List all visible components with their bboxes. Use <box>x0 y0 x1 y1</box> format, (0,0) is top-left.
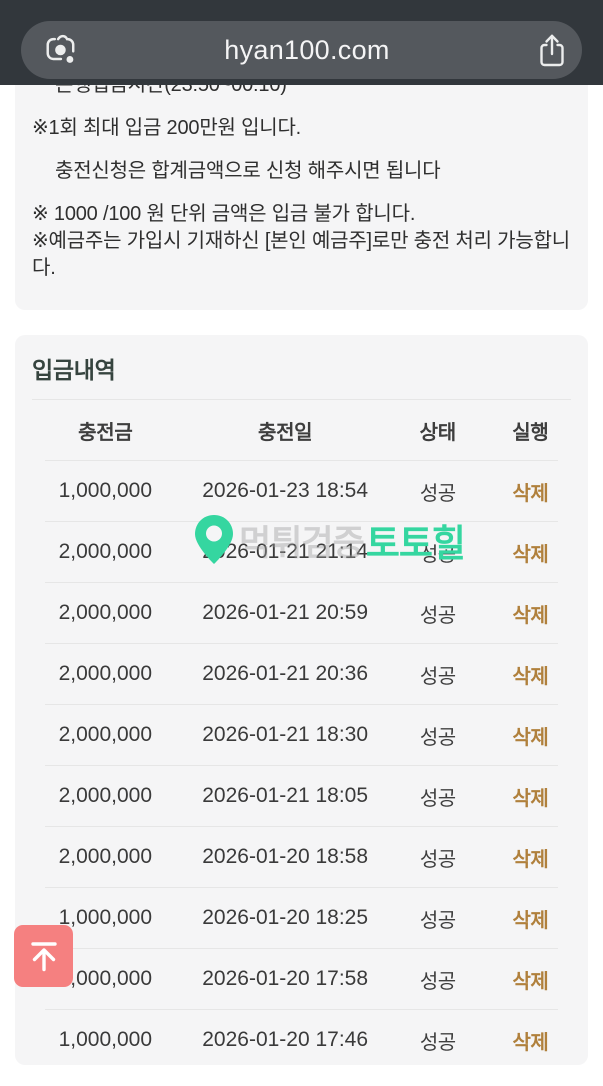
deposit-date: 2026-01-20 18:58 <box>202 845 369 868</box>
status-label: 성공 <box>419 604 456 627</box>
status-label: 성공 <box>419 543 456 566</box>
deposit-amount: 1,000,000 <box>58 479 153 502</box>
status-label: 성공 <box>419 665 456 688</box>
deposit-date: 2026-01-21 21:14 <box>202 540 369 563</box>
delete-button[interactable]: 삭제 <box>512 909 549 932</box>
share-icon[interactable] <box>537 32 567 68</box>
row-divider <box>45 826 558 827</box>
deposit-date: 2026-01-21 20:36 <box>202 662 369 685</box>
row-divider <box>45 887 558 888</box>
deposit-date: 2026-01-23 18:54 <box>202 479 369 502</box>
table-header-row: 충전금 충전일 상태 실행 <box>15 400 588 460</box>
table-row: 2,000,000 2026-01-20 18:58 성공 삭제 <box>15 827 588 887</box>
deposit-amount: 1,000,000 <box>58 967 153 990</box>
notice-max-deposit: ※1회 최대 입금 200만원 입니다. <box>32 117 302 139</box>
delete-button[interactable]: 삭제 <box>512 787 549 810</box>
status-label: 성공 <box>419 787 456 810</box>
column-header-action: 실행 <box>512 421 549 444</box>
deposit-amount: 2,000,000 <box>58 540 153 563</box>
url-text: hyan100.com <box>224 34 390 65</box>
delete-button[interactable]: 삭제 <box>512 848 549 871</box>
status-label: 성공 <box>419 482 456 505</box>
row-divider <box>45 521 558 522</box>
deposit-date: 2026-01-21 18:05 <box>202 784 369 807</box>
deposit-history-title: 입금내역 <box>32 357 116 383</box>
deposit-date: 2026-01-21 20:59 <box>202 601 369 624</box>
deposit-date: 2026-01-21 18:30 <box>202 723 369 746</box>
deposit-amount: 1,000,000 <box>58 906 153 929</box>
delete-button[interactable]: 삭제 <box>512 665 549 688</box>
header-divider <box>45 460 558 461</box>
table-row: 1,000,000 2026-01-20 17:58 성공 삭제 <box>15 949 588 1009</box>
notice-card: 은행입금시간(23:50~00:10) ※1회 최대 입금 200만원 입니다.… <box>15 60 588 310</box>
row-divider <box>45 765 558 766</box>
deposit-amount: 2,000,000 <box>58 662 153 685</box>
deposit-table-body: 1,000,000 2026-01-23 18:54 성공 삭제 2,000,0… <box>15 461 588 1070</box>
deposit-history-card: 입금내역 충전금 충전일 상태 실행 1,000,000 2026-01-23 … <box>15 335 588 1065</box>
delete-button[interactable]: 삭제 <box>512 482 549 505</box>
status-label: 성공 <box>419 848 456 871</box>
deposit-amount: 2,000,000 <box>58 845 153 868</box>
column-header-status: 상태 <box>419 421 457 444</box>
column-header-amount: 충전금 <box>78 421 133 444</box>
delete-button[interactable]: 삭제 <box>512 543 549 566</box>
column-header-date: 충전일 <box>257 421 313 444</box>
browser-toolbar: hyan100.com <box>0 0 603 85</box>
notice-account-holder: ※예금주는 가입시 기재하신 [본인 예금주]로만 충전 처리 가능합니다. <box>32 230 570 279</box>
status-label: 성공 <box>419 726 456 749</box>
row-divider <box>45 643 558 644</box>
deposit-date: 2026-01-20 17:46 <box>202 1028 369 1051</box>
camera-lens-icon[interactable] <box>43 33 77 67</box>
table-row: 1,000,000 2026-01-20 17:46 성공 삭제 <box>15 1010 588 1070</box>
table-row: 1,000,000 2026-01-23 18:54 성공 삭제 <box>15 461 588 521</box>
notice-unit-restriction: ※ 1000 /100 원 단위 금액은 입금 불가 합니다. <box>32 203 416 225</box>
deposit-date: 2026-01-20 17:58 <box>202 967 369 990</box>
status-label: 성공 <box>419 1031 456 1054</box>
title-divider <box>32 399 571 400</box>
table-row: 2,000,000 2026-01-21 20:36 성공 삭제 <box>15 644 588 704</box>
row-divider <box>45 948 558 949</box>
deposit-amount: 2,000,000 <box>58 723 153 746</box>
delete-button[interactable]: 삭제 <box>512 970 549 993</box>
notice-sum-request: 충전신청은 합계금액으로 신청 해주시면 됩니다 <box>55 160 441 182</box>
table-row: 2,000,000 2026-01-21 18:05 성공 삭제 <box>15 766 588 826</box>
address-bar[interactable]: hyan100.com <box>21 21 582 79</box>
delete-button[interactable]: 삭제 <box>512 726 549 749</box>
table-row: 2,000,000 2026-01-21 20:59 성공 삭제 <box>15 583 588 643</box>
scroll-to-top-button[interactable] <box>14 925 73 987</box>
row-divider <box>45 704 558 705</box>
row-divider <box>45 1009 558 1010</box>
table-row: 2,000,000 2026-01-21 21:14 성공 삭제 <box>15 522 588 582</box>
table-row: 2,000,000 2026-01-21 18:30 성공 삭제 <box>15 705 588 765</box>
deposit-amount: 2,000,000 <box>58 784 153 807</box>
status-label: 성공 <box>419 909 456 932</box>
deposit-date: 2026-01-20 18:25 <box>202 906 369 929</box>
delete-button[interactable]: 삭제 <box>512 1031 549 1054</box>
deposit-amount: 1,000,000 <box>58 1028 153 1051</box>
row-divider <box>45 582 558 583</box>
table-row: 1,000,000 2026-01-20 18:25 성공 삭제 <box>15 888 588 948</box>
deposit-amount: 2,000,000 <box>58 601 153 624</box>
delete-button[interactable]: 삭제 <box>512 604 549 627</box>
status-label: 성공 <box>419 970 456 993</box>
